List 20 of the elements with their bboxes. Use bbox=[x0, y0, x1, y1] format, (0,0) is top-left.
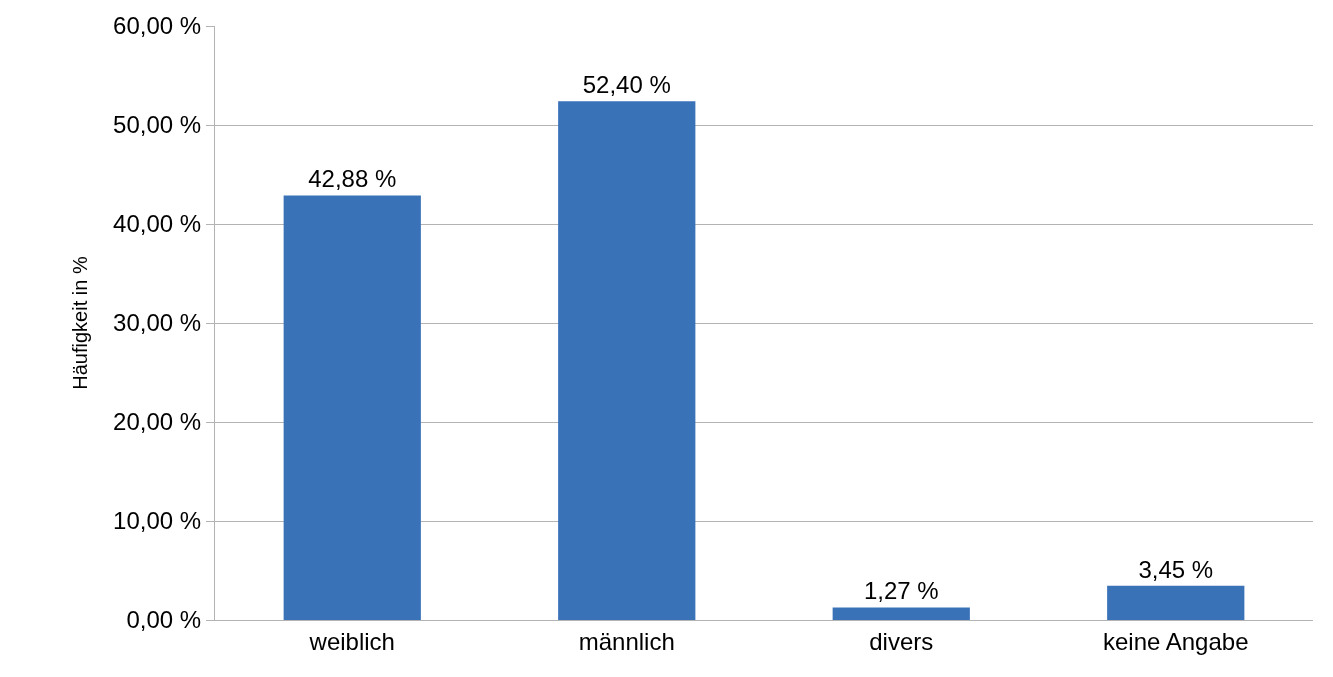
x-tick-label: männlich bbox=[578, 627, 675, 655]
data-label: 42,88 % bbox=[308, 165, 397, 193]
y-tick-label: 20,00 % bbox=[113, 408, 202, 436]
data-label: 3,45 % bbox=[1138, 555, 1214, 583]
y-tick-label: 60,00 % bbox=[113, 12, 202, 40]
bar bbox=[558, 101, 696, 620]
y-tick-label: 0,00 % bbox=[126, 606, 202, 634]
x-tick-label: divers bbox=[869, 627, 934, 655]
y-tick-label: 30,00 % bbox=[113, 309, 202, 337]
y-axis-title: Häufigkeit in % bbox=[68, 256, 91, 390]
y-tick-label: 10,00 % bbox=[113, 507, 202, 535]
bar bbox=[832, 607, 970, 620]
y-tick-label: 40,00 % bbox=[113, 210, 202, 238]
bar bbox=[1107, 585, 1245, 620]
y-tick-label: 50,00 % bbox=[113, 111, 202, 139]
data-label: 1,27 % bbox=[863, 577, 939, 605]
x-tick-label: keine Angabe bbox=[1103, 627, 1249, 655]
x-tick-label: weiblich bbox=[308, 627, 395, 655]
data-label: 52,40 % bbox=[582, 71, 671, 99]
bar bbox=[283, 195, 421, 620]
